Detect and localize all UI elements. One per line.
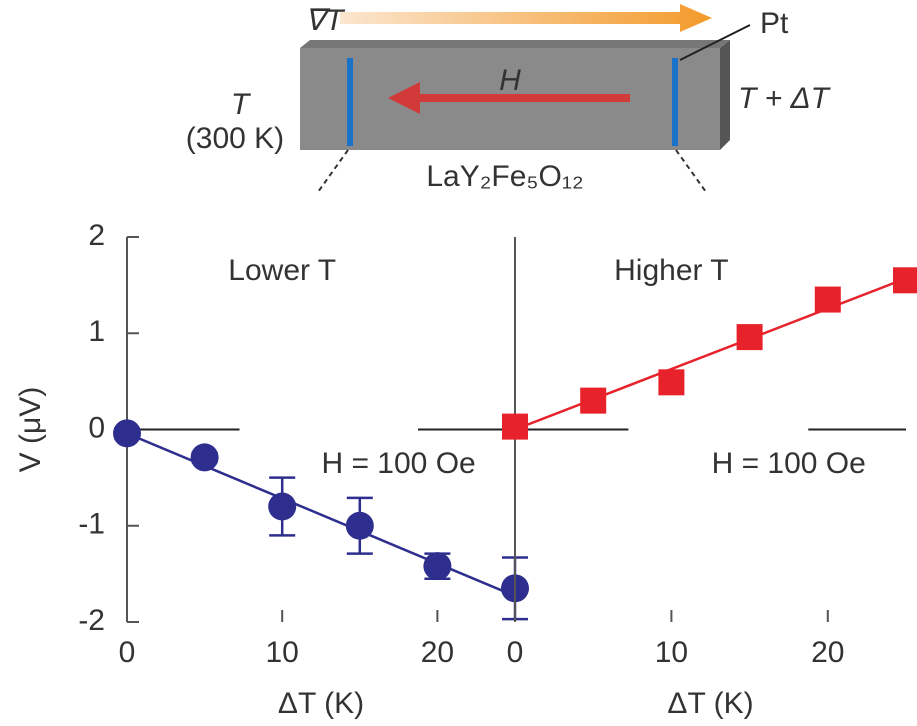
x-axis-label: ΔT (K)	[278, 687, 364, 720]
y-tick-label: -1	[78, 508, 105, 541]
field-note: H = 100 Oe	[712, 447, 866, 480]
y-axis-label: V (μV)	[14, 387, 47, 473]
panel-annotation: Higher T	[614, 254, 729, 287]
gradient-label: ∇T	[305, 4, 346, 37]
electrode-label: Pt	[760, 7, 789, 40]
panel-annotation: Lower T	[228, 254, 336, 287]
x-tick-label: 10	[266, 636, 299, 669]
x-tick-label: 0	[119, 636, 136, 669]
field-arrow	[388, 82, 630, 114]
dashed-arrow	[675, 149, 707, 193]
y-tick-label: 2	[88, 219, 105, 252]
fit-line	[126, 432, 516, 598]
dashed-arrow	[317, 149, 349, 193]
material-label: LaY₂Fe₅O₁₂	[426, 160, 583, 193]
y-tick-label: 0	[88, 411, 105, 444]
data-point	[268, 492, 297, 521]
hot-label: T + ΔT	[738, 82, 832, 115]
field-label: H	[499, 64, 521, 97]
bar-top	[300, 40, 730, 48]
x-tick-label: 20	[421, 636, 454, 669]
data-point	[736, 324, 763, 351]
pt-leader	[679, 24, 751, 61]
x-axis-label: ΔT (K)	[667, 687, 753, 720]
data-point	[190, 443, 219, 472]
pt-electrode	[672, 58, 678, 146]
sample-diagram: ∇T H Pt T (300 K) T + ΔT LaY₂Fe₅O₁₂	[186, 4, 832, 193]
fit-line	[514, 277, 907, 431]
x-tick-label: 0	[507, 636, 524, 669]
data-point	[893, 267, 917, 294]
x-tick-label: 10	[655, 636, 688, 669]
field-note: H = 100 Oe	[321, 447, 475, 480]
bar-side	[720, 40, 730, 150]
y-tick-label: -2	[78, 604, 105, 637]
y-tick-label: 1	[88, 315, 105, 348]
data-point	[580, 387, 607, 414]
x-tick-label: 20	[811, 636, 844, 669]
cold-label: T	[231, 88, 252, 121]
pt-electrode	[347, 58, 353, 146]
data-point	[423, 552, 452, 581]
gradient-arrow	[340, 4, 712, 32]
cold-temp: (300 K)	[186, 122, 284, 155]
